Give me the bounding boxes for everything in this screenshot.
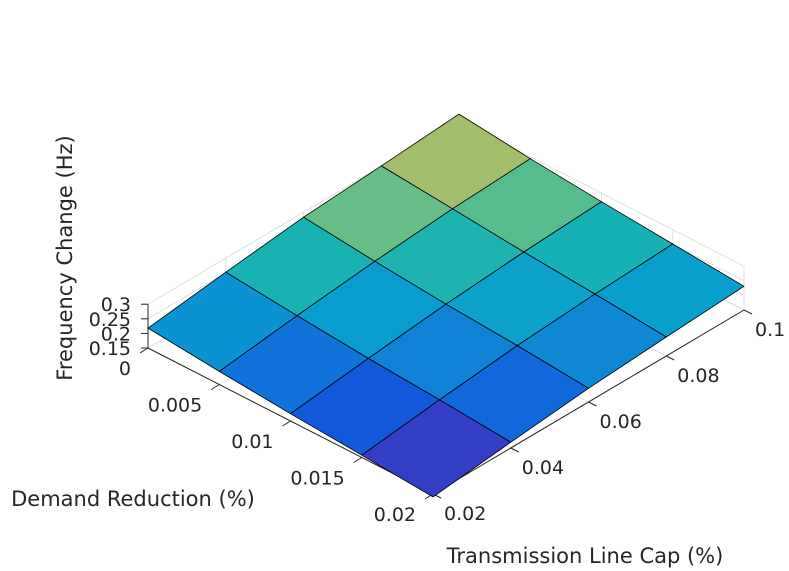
x-tick-label: 0.005 [148, 395, 202, 417]
x-tick-label: 0.015 [290, 468, 344, 490]
surface [147, 113, 745, 498]
x-tick-mark [353, 457, 363, 463]
z-tick-label: 0.3 [101, 294, 131, 316]
y-tick-mark [666, 355, 675, 361]
z-tick-label: 0.2 [101, 323, 131, 345]
x-tick-mark [282, 420, 291, 427]
y-axis-label: Transmission Line Cap (%) [446, 544, 724, 568]
x-tick-label: 0.02 [374, 504, 416, 526]
axes [139, 303, 753, 500]
y-tick-label: 0.02 [444, 503, 486, 525]
z-axis-label: Frequency Change (Hz) [53, 135, 77, 380]
x-axis-label: Demand Reduction (%) [11, 487, 255, 511]
z-tick-label: 0.15 [89, 338, 131, 360]
y-tick-label: 0.1 [755, 319, 785, 341]
z-tick-label: 0.25 [89, 309, 131, 331]
x-tick-label: 0.01 [231, 431, 273, 453]
y-tick-label: 0.08 [677, 365, 719, 387]
y-tick-label: 0.06 [600, 411, 642, 433]
tick-labels: 0.150.20.250.3 0 0.005 0.01 0.015 0.02 0.02 0.0… [89, 294, 786, 526]
x-tick-mark [210, 384, 220, 390]
x-tick-label: 0 [119, 358, 131, 380]
y-tick-mark [588, 401, 597, 407]
y-tick-label: 0.04 [522, 457, 564, 479]
y-tick-mark [743, 309, 753, 315]
y-tick-mark [510, 447, 519, 453]
x-tick-mark [139, 347, 149, 354]
surface-patch [361, 399, 512, 498]
